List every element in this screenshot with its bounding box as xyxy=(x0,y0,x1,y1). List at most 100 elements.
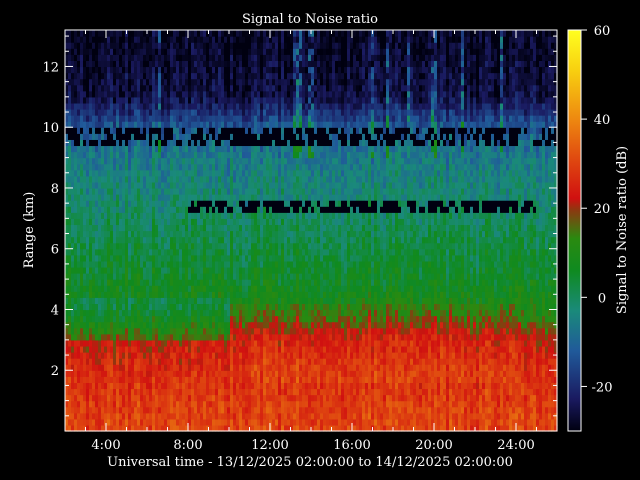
heatmap-cell xyxy=(92,42,96,49)
heatmap-cell xyxy=(242,412,246,420)
heatmap-cell xyxy=(143,96,147,104)
heatmap-cell xyxy=(290,248,294,256)
heatmap-cell xyxy=(236,218,240,226)
heatmap-cell xyxy=(266,406,270,414)
heatmap-cell xyxy=(113,370,117,377)
heatmap-cell xyxy=(191,279,195,286)
heatmap-cell xyxy=(239,48,243,55)
heatmap-cell xyxy=(257,358,261,365)
heatmap-cell xyxy=(158,212,162,219)
heatmap-cell xyxy=(80,133,84,140)
heatmap-cell xyxy=(143,279,147,286)
heatmap-cell xyxy=(245,370,249,377)
heatmap-cell xyxy=(218,376,222,383)
heatmap-cell xyxy=(152,254,156,262)
heatmap-cell xyxy=(272,291,276,298)
heatmap-cell xyxy=(71,54,75,61)
heatmap-cell xyxy=(107,133,111,140)
heatmap-cell xyxy=(152,376,156,383)
heatmap-cell xyxy=(116,206,120,213)
heatmap-cell xyxy=(137,418,141,426)
heatmap-cell xyxy=(236,309,240,317)
heatmap-cell xyxy=(209,254,213,262)
heatmap-cell xyxy=(239,96,243,104)
heatmap-cell xyxy=(182,376,186,383)
heatmap-cell xyxy=(284,194,288,201)
heatmap-cell xyxy=(113,412,117,420)
heatmap-cell xyxy=(143,382,147,390)
heatmap-cell xyxy=(104,48,108,55)
heatmap-cell xyxy=(119,230,123,238)
heatmap-cell xyxy=(197,412,201,420)
heatmap-cell xyxy=(155,42,159,49)
heatmap-cell xyxy=(101,36,105,43)
heatmap-cell xyxy=(230,66,234,74)
heatmap-cell xyxy=(194,327,198,335)
heatmap-cell xyxy=(119,315,123,323)
heatmap-cell xyxy=(203,139,207,147)
heatmap-cell xyxy=(104,139,108,147)
heatmap-cell xyxy=(266,279,270,286)
heatmap-cell xyxy=(200,394,204,402)
heatmap-cell xyxy=(224,279,228,286)
heatmap-cell xyxy=(74,60,78,68)
heatmap-cell xyxy=(98,139,102,147)
heatmap-cell xyxy=(284,418,288,426)
heatmap-cell xyxy=(158,36,162,43)
heatmap-cell xyxy=(203,36,207,43)
heatmap-cell xyxy=(185,108,189,116)
heatmap-cell xyxy=(191,218,195,226)
heatmap-cell xyxy=(263,48,267,55)
heatmap-cell xyxy=(95,224,99,232)
heatmap-cell xyxy=(224,297,228,305)
heatmap-cell xyxy=(275,224,279,232)
heatmap-cell xyxy=(173,145,177,153)
heatmap-cell xyxy=(161,400,165,408)
heatmap-cell xyxy=(245,412,249,420)
heatmap-cell xyxy=(152,72,156,80)
heatmap-cell xyxy=(197,297,201,305)
heatmap-cell xyxy=(215,327,219,335)
heatmap-cell xyxy=(224,424,228,432)
heatmap-cell xyxy=(110,181,114,189)
heatmap-cell xyxy=(260,412,264,420)
heatmap-cell xyxy=(239,345,243,353)
heatmap-cell xyxy=(119,333,123,341)
heatmap-cell xyxy=(200,224,204,232)
heatmap-cell xyxy=(86,102,90,110)
heatmap-cell xyxy=(290,224,294,232)
heatmap-cell xyxy=(173,424,177,432)
heatmap-cell xyxy=(119,54,123,61)
heatmap-cell xyxy=(230,224,234,232)
heatmap-cell xyxy=(263,127,267,134)
heatmap-cell xyxy=(233,60,237,68)
heatmap-cell xyxy=(263,200,267,207)
heatmap-cell xyxy=(221,102,225,110)
heatmap-cell xyxy=(77,30,81,37)
heatmap-cell xyxy=(107,260,111,268)
heatmap-cell xyxy=(101,279,105,286)
heatmap-cell xyxy=(74,394,78,402)
heatmap-cell xyxy=(122,412,126,420)
heatmap-cell xyxy=(218,424,222,432)
heatmap-cell xyxy=(170,90,174,98)
heatmap-cell xyxy=(278,394,282,402)
heatmap-cell xyxy=(251,236,255,244)
heatmap-cell xyxy=(209,60,213,68)
heatmap-cell xyxy=(230,303,234,311)
heatmap-cell xyxy=(131,194,135,201)
heatmap-cell xyxy=(68,394,72,402)
heatmap-cell xyxy=(131,200,135,207)
heatmap-cell xyxy=(68,339,72,347)
heatmap-cell xyxy=(257,260,261,268)
heatmap-cell xyxy=(158,96,162,104)
heatmap-cell xyxy=(170,181,174,189)
heatmap-cell xyxy=(80,254,84,262)
heatmap-cell xyxy=(83,242,87,250)
heatmap-cell xyxy=(245,181,249,189)
heatmap-cell xyxy=(173,84,177,92)
heatmap-cell xyxy=(158,200,162,207)
heatmap-cell xyxy=(269,291,273,298)
heatmap-cell xyxy=(155,84,159,92)
